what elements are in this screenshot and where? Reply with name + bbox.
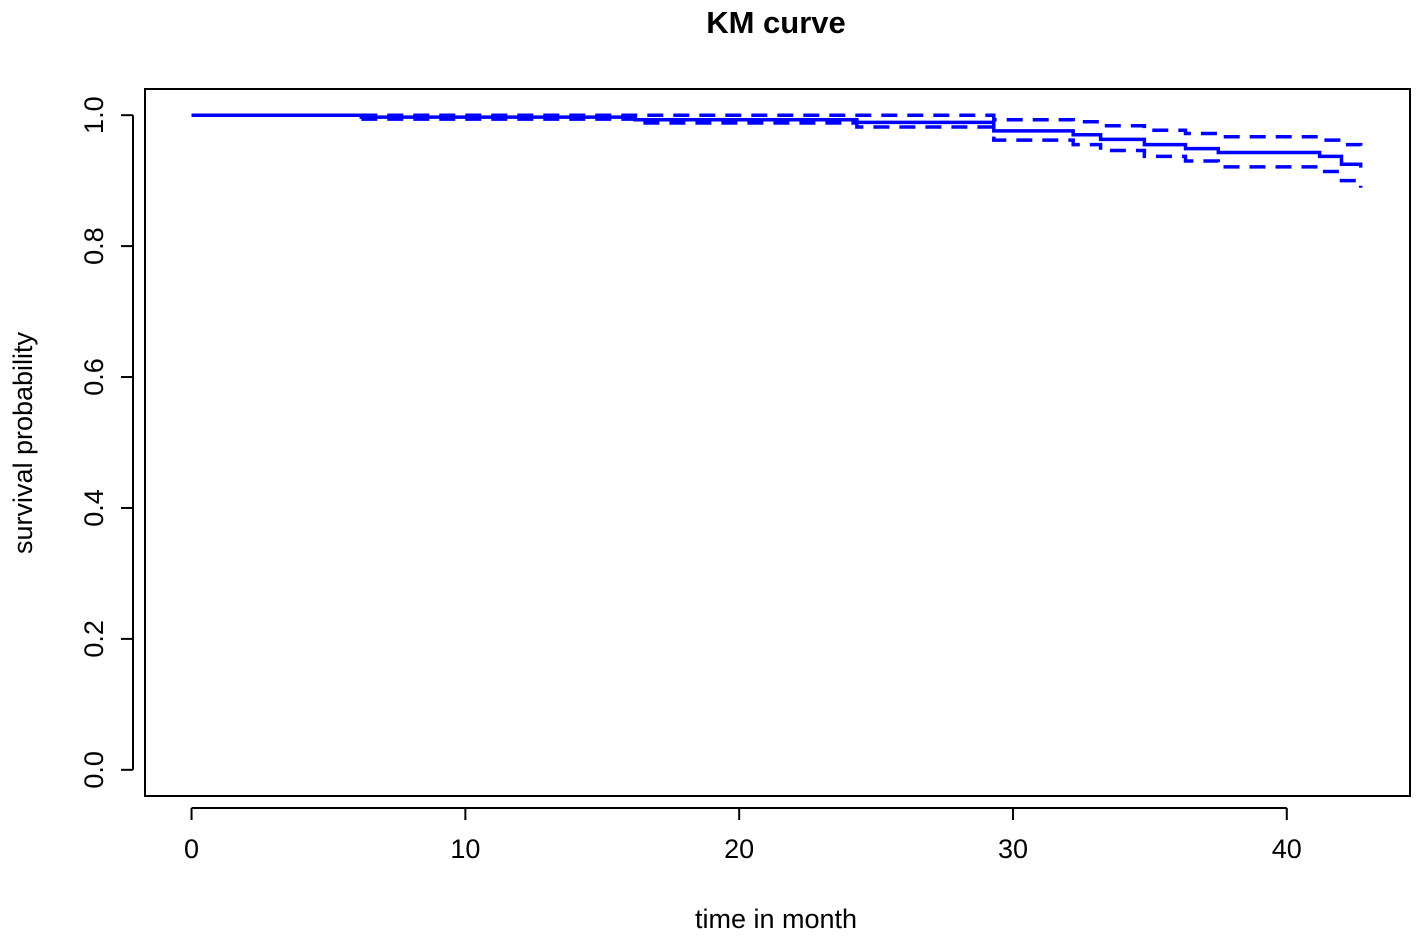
x-tick-label: 30 — [998, 834, 1028, 864]
series-layer — [191, 113, 1363, 188]
plot-frame — [144, 88, 1411, 797]
y-axis-label: survival probability — [8, 331, 38, 554]
x-tick-label: 20 — [724, 834, 754, 864]
x-axis: 0 10 20 30 40 — [184, 807, 1302, 864]
x-tick-label: 0 — [184, 834, 199, 864]
confidence-band-line — [361, 113, 1363, 150]
x-tick-label: 40 — [1272, 834, 1302, 864]
y-tick-label: 0.4 — [79, 489, 109, 527]
x-tick-label: 10 — [450, 834, 480, 864]
y-tick-label: 0.2 — [79, 620, 109, 658]
confidence-band-line — [361, 117, 1363, 188]
y-tick-label: 1.0 — [79, 96, 109, 134]
y-tick-label: 0.0 — [79, 751, 109, 789]
x-axis-label: time in month — [695, 904, 857, 934]
chart-title: KM curve — [706, 5, 846, 40]
y-tick-label: 0.8 — [79, 227, 109, 265]
y-axis: 0.0 0.2 0.4 0.6 0.8 1.0 — [79, 96, 134, 789]
y-tick-label: 0.6 — [79, 358, 109, 396]
